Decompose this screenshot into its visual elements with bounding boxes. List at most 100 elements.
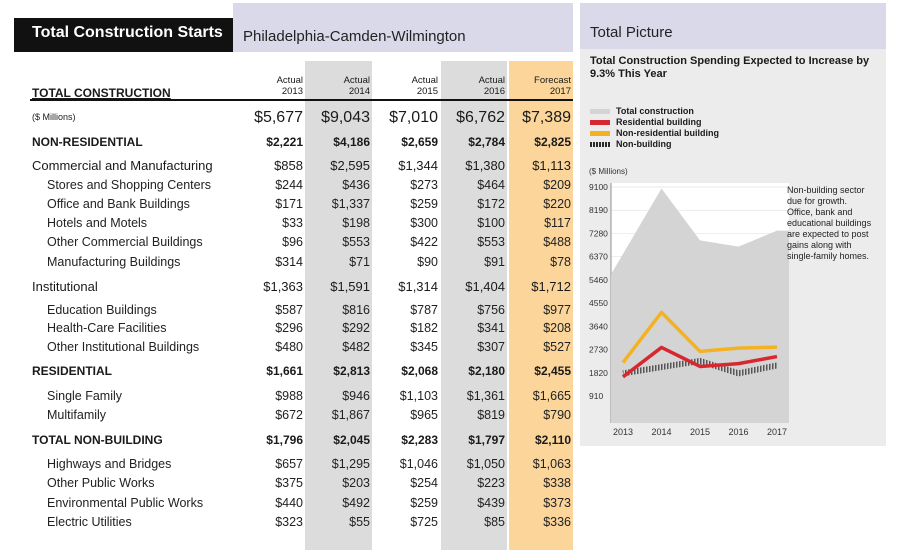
cell-value-2015: $725 (410, 515, 438, 529)
non-building-series (622, 357, 778, 377)
cell-value-2015: $90 (417, 255, 438, 269)
table-row: Stores and Shopping Centers $244 $436 $273 $… (0, 178, 575, 196)
cell-value-2015: $2,283 (401, 433, 438, 447)
cell-value-2016: $1,797 (468, 433, 505, 447)
legend-swatch (590, 131, 610, 136)
table-row: TOTAL NON-BUILDING $1,796 $2,045 $2,283 $1,7… (0, 433, 575, 451)
table-row: Single Family $988 $946 $1,103 $1,361 $1,665 (0, 389, 575, 407)
y-tick-label: 8190 (589, 205, 608, 215)
column-header-2015: Actual 2015 (378, 75, 438, 97)
cell-value-2014: $1,867 (331, 408, 370, 422)
x-tick-label: 2015 (690, 427, 710, 437)
cell-value-2013: $587 (275, 303, 303, 317)
cell-value-2013: $96 (282, 235, 303, 249)
row-label: Office and Bank Buildings (47, 197, 190, 211)
cell-value-2015: $1,103 (399, 389, 438, 403)
y-tick-label: 2730 (589, 345, 608, 355)
cell-value-2014: $482 (342, 340, 370, 354)
cell-value-2014: $946 (342, 389, 370, 403)
cell-value-2015: $1,046 (399, 457, 438, 471)
cell-value-2013: $672 (275, 408, 303, 422)
table-row: Environmental Public Works $440 $492 $259 $4… (0, 496, 575, 514)
cell-value-2014: $1,295 (331, 457, 370, 471)
table-row: Commercial and Manufacturing $858 $2,595 $1… (0, 158, 575, 176)
cell-value-2014: $2,045 (333, 433, 370, 447)
row-label: Commercial and Manufacturing (32, 158, 213, 173)
total-picture-panel: Total Picture Total Construction Spendin… (580, 3, 886, 446)
cell-value-2017: $2,825 (534, 135, 571, 149)
row-label: Stores and Shopping Centers (47, 178, 211, 192)
cell-value-2013: $657 (275, 457, 303, 471)
cell-value-2016: $464 (477, 178, 505, 192)
cell-value-2014: $2,595 (330, 158, 370, 173)
cell-value-2017: $1,063 (532, 457, 571, 471)
cell-value-2015: $787 (410, 303, 438, 317)
row-label: Highways and Bridges (47, 457, 172, 471)
row-label: Environmental Public Works (47, 496, 204, 510)
cell-value-2015: $273 (410, 178, 438, 192)
column-header-year: 2015 (416, 86, 438, 97)
cell-value-2017: $1,665 (532, 389, 571, 403)
row-label: Manufacturing Buildings (47, 255, 181, 269)
y-tick-label: 1820 (589, 368, 608, 378)
cell-value-2014: $1,591 (330, 279, 370, 294)
cell-value-2017: $2,110 (534, 433, 571, 447)
column-2014-shading (305, 61, 372, 550)
column-header-year: 2013 (281, 86, 303, 97)
cell-value-2017: $208 (543, 321, 571, 335)
row-label: Hotels and Motels (47, 216, 148, 230)
cell-value-2015: $1,314 (398, 279, 438, 294)
row-label: TOTAL NON-BUILDING (32, 433, 163, 447)
cell-value-2014: $492 (342, 496, 370, 510)
cell-value-2014: $198 (342, 216, 370, 230)
cell-value-2015: $965 (410, 408, 438, 422)
cell-value-2014: $816 (342, 303, 370, 317)
cell-value-2014: $436 (342, 178, 370, 192)
cell-value-2016: $223 (477, 476, 505, 490)
cell-value-2016: $6,762 (456, 109, 505, 126)
legend-label: Non-residential building (616, 128, 719, 138)
column-header-kind: Actual (411, 75, 438, 86)
table-title: Total Construction Starts (32, 24, 223, 41)
cell-value-2015: $259 (410, 496, 438, 510)
cell-value-2013: $480 (275, 340, 303, 354)
y-tick-label: 4550 (589, 298, 608, 308)
cell-value-2016: $819 (477, 408, 505, 422)
column-header-year: 2017 (549, 86, 571, 97)
cell-value-2017: $209 (543, 178, 571, 192)
row-label: RESIDENTIAL (32, 364, 113, 378)
cell-value-2013: $2,221 (266, 135, 303, 149)
cell-value-2016: $2,180 (468, 364, 505, 378)
table-row: Electric Utilities $323 $55 $725 $85 $336 (0, 515, 575, 533)
row-label: Institutional (32, 279, 98, 294)
cell-value-2015: $2,659 (401, 135, 438, 149)
cell-value-2015: $2,068 (401, 364, 438, 378)
legend-swatch (590, 109, 610, 114)
row-label: Other Commercial Buildings (47, 235, 203, 249)
table-row: Other Public Works $375 $203 $254 $223 $338 (0, 476, 575, 494)
cell-value-2015: $182 (410, 321, 438, 335)
cell-value-2017: $117 (544, 216, 571, 230)
legend-label: Non-building (616, 139, 672, 149)
cell-value-2016: $307 (477, 340, 505, 354)
row-label: Single Family (47, 389, 123, 403)
cell-value-2014: $55 (349, 515, 370, 529)
cell-value-2013: $375 (275, 476, 303, 490)
cell-value-2017: $7,389 (522, 109, 571, 126)
cell-value-2013: $1,661 (266, 364, 303, 378)
total-construction-label: TOTAL CONSTRUCTION (32, 86, 171, 100)
cell-value-2013: $33 (282, 216, 303, 230)
cell-value-2017: $338 (543, 476, 571, 490)
cell-value-2014: $292 (342, 321, 370, 335)
cell-value-2014: $71 (349, 255, 370, 269)
region-header: Philadelphia-Camden-Wilmington (233, 3, 573, 52)
forecast-column-shading (509, 61, 573, 550)
column-header-year: 2016 (483, 86, 505, 97)
residential-line (621, 345, 778, 379)
table-row: Institutional $1,363 $1,591 $1,314 $1,404 $1,… (0, 279, 575, 297)
y-tick-label: 7280 (589, 228, 608, 238)
cell-value-2017: $790 (543, 408, 571, 422)
cell-value-2017: $78 (550, 255, 571, 269)
table-row: Office and Bank Buildings $171 $1,337 $259 $… (0, 197, 575, 215)
cell-value-2014: $553 (342, 235, 370, 249)
